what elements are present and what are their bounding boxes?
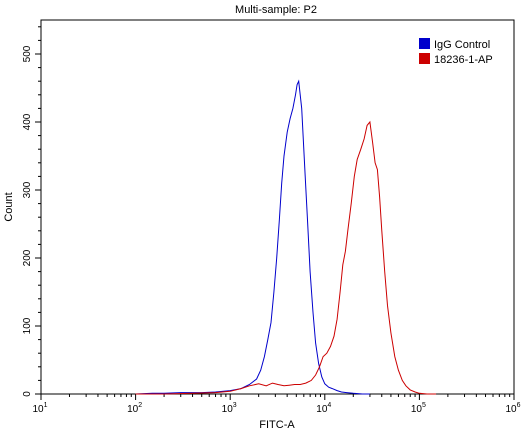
legend-label: IgG Control (434, 39, 490, 51)
y-tick-label: 400 (22, 113, 33, 130)
y-axis-ticks: 0 100 200 300 400 500 (22, 26, 41, 397)
x-axis-title: FITC-A (259, 419, 295, 431)
x-tick-label: 102 (127, 402, 142, 415)
y-tick-label: 100 (22, 317, 33, 334)
y-tick-label: 500 (22, 45, 33, 62)
y-axis-title: Count (3, 192, 15, 221)
legend: IgG Control 18236-1-AP (419, 38, 493, 66)
legend-label: 18236-1-AP (434, 54, 493, 66)
x-tick-label: 104 (316, 402, 331, 415)
y-tick-label: 200 (22, 249, 33, 266)
x-axis-ticks: 101 102 103 104 105 106 (32, 394, 521, 415)
plot-frame (40, 19, 515, 395)
legend-swatch (419, 38, 430, 49)
x-tick-label: 101 (32, 402, 47, 415)
x-tick-label: 106 (505, 402, 520, 415)
series-layer (135, 79, 437, 395)
y-tick-label: 0 (22, 391, 33, 397)
legend-swatch (419, 53, 430, 64)
series-line-2 (135, 120, 437, 395)
y-tick-label: 300 (22, 181, 33, 198)
chart-title: Multi-sample: P2 (235, 4, 317, 16)
x-tick-label: 105 (411, 402, 426, 415)
x-tick-label: 103 (222, 402, 237, 415)
